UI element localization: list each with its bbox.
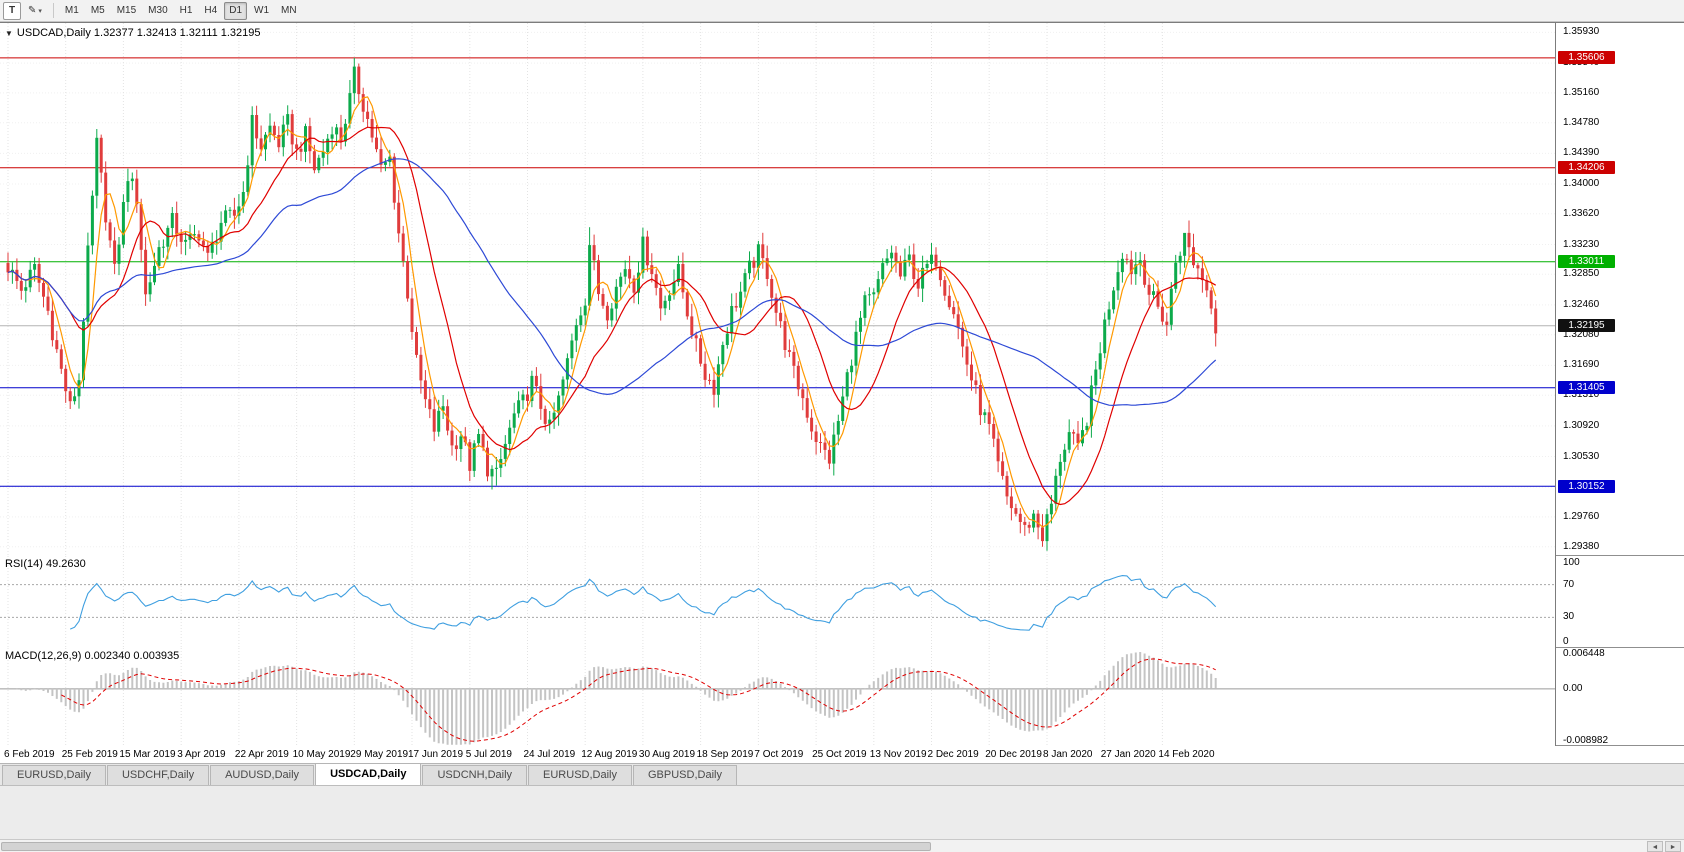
price-tick: 1.29760 xyxy=(1563,510,1600,522)
chart-title-text: USDCAD,Daily 1.32377 1.32413 1.32111 1.3… xyxy=(16,27,261,39)
date-axis[interactable]: 6 Feb 2019 25 Feb 2019 15 Mar 2019 3 Apr 20… xyxy=(0,746,1684,764)
price-tick: 1.33620 xyxy=(1563,207,1600,219)
draw-tool-button[interactable]: ✎ ▾ xyxy=(23,2,47,20)
scroll-right-button[interactable]: ► xyxy=(1665,841,1681,852)
price-tick: 1.30530 xyxy=(1563,450,1600,462)
price-level-badge: 1.30152 xyxy=(1558,479,1615,493)
date-label: 3 Apr 2019 xyxy=(177,749,226,760)
timeframe-button-m30[interactable]: M30 xyxy=(148,5,168,16)
timeframe-button-w1[interactable]: W1 xyxy=(254,5,270,16)
scrollbar-thumb[interactable] xyxy=(1,842,931,851)
price-chart-canvas[interactable] xyxy=(0,23,1556,557)
macd-tick: -0.008982 xyxy=(1563,735,1609,746)
macd-tick: 0.006448 xyxy=(1563,648,1605,659)
collapse-triangle-icon[interactable]: ▼ xyxy=(5,28,13,38)
toolbar: T ✎ ▾ M1 M5 M15 M30 H1 H4 D1 W1 MN xyxy=(0,0,1684,22)
timeframe-button-h4[interactable]: H4 xyxy=(204,5,218,16)
date-label: 27 Jan 2020 xyxy=(1100,749,1156,760)
timeframe-button-m15[interactable]: M15 xyxy=(116,5,137,16)
chart-tab-eurusd-daily[interactable]: EURUSD,Daily xyxy=(528,765,632,785)
price-level-badge: 1.35606 xyxy=(1558,51,1615,65)
macd-canvas[interactable] xyxy=(0,648,1556,746)
chart-tabs: EURUSD,Daily USDCHF,Daily AUDUSD,Daily USDC… xyxy=(0,763,1684,786)
price-tick: 1.32850 xyxy=(1563,268,1600,280)
date-label: 12 Aug 2019 xyxy=(581,749,638,760)
rsi-label: RSI(14) 49.2630 xyxy=(5,558,86,570)
timeframe-buttons: M1 M5 M15 M30 H1 H4 D1 W1 MN xyxy=(60,1,302,20)
date-label: 29 May 2019 xyxy=(350,749,409,760)
chart-tab-gbpusd-daily[interactable]: GBPUSD,Daily xyxy=(633,765,737,785)
rsi-tick: 0 xyxy=(1563,636,1569,647)
macd-panel: MACD(12,26,9) 0.002340 0.003935 0.006448… xyxy=(0,648,1684,746)
timeframe-button-mn[interactable]: MN xyxy=(281,5,297,16)
macd-label: MACD(12,26,9) 0.002340 0.003935 xyxy=(5,650,180,662)
rsi-tick: 30 xyxy=(1563,611,1575,623)
macd-tick: 0.00 xyxy=(1563,682,1583,694)
chart-tab-usdchf-daily[interactable]: USDCHF,Daily xyxy=(106,765,210,785)
date-label: 25 Oct 2019 xyxy=(812,749,867,760)
price-level-badge: 1.33011 xyxy=(1558,255,1615,269)
scroll-left-button[interactable]: ◄ xyxy=(1647,841,1663,852)
date-label: 6 Feb 2019 xyxy=(4,749,55,760)
price-level-badge: 1.34206 xyxy=(1558,161,1615,175)
price-tick: 1.29380 xyxy=(1563,540,1600,552)
price-tick: 1.32080 xyxy=(1563,328,1600,340)
current-price-badge: 1.32195 xyxy=(1558,319,1615,333)
date-label: 17 Jun 2019 xyxy=(408,749,464,760)
timeframe-button-m1[interactable]: M1 xyxy=(64,5,79,16)
price-tick: 1.34390 xyxy=(1563,147,1600,159)
rsi-canvas[interactable] xyxy=(0,556,1556,648)
rsi-panel: RSI(14) 49.2630 100 70 30 0 xyxy=(0,556,1684,648)
price-tick: 1.30920 xyxy=(1563,419,1600,431)
chart-tab-audusd-daily[interactable]: AUDUSD,Daily xyxy=(210,765,315,785)
date-label: 15 Mar 2019 xyxy=(119,749,176,760)
chart-title: ▼ USDCAD,Daily 1.32377 1.32413 1.32111 1… xyxy=(5,27,261,39)
price-tick: 1.32460 xyxy=(1563,298,1600,310)
price-tick: 1.35930 xyxy=(1563,26,1600,38)
toolbar-separator xyxy=(52,3,54,18)
price-tick: 1.33230 xyxy=(1563,238,1600,250)
price-tick: 1.34000 xyxy=(1563,178,1600,189)
date-label: 8 Jan 2020 xyxy=(1043,749,1093,760)
price-level-badge: 1.31405 xyxy=(1558,381,1615,395)
macd-axis[interactable]: 0.006448 0.00 -0.008982 xyxy=(1557,648,1684,746)
chart-tab-eurusd-daily[interactable]: EURUSD,Daily xyxy=(2,765,106,785)
price-chart-panel: ▼ USDCAD,Daily 1.32377 1.32413 1.32111 1… xyxy=(0,22,1684,557)
window-background xyxy=(0,786,1684,839)
price-tick: 1.34780 xyxy=(1563,116,1600,128)
date-label: 13 Nov 2019 xyxy=(869,749,927,760)
chart-template-button[interactable]: T xyxy=(3,1,21,20)
price-tick: 1.35160 xyxy=(1563,86,1600,98)
date-label: 30 Aug 2019 xyxy=(638,749,696,760)
timeframe-button-h1[interactable]: H1 xyxy=(179,5,193,16)
pencil-icon: ✎ xyxy=(28,5,37,16)
date-label: 25 Feb 2019 xyxy=(61,749,118,760)
timeframe-button-m5[interactable]: M5 xyxy=(90,5,105,16)
rsi-axis[interactable]: 100 70 30 0 xyxy=(1557,556,1684,647)
date-label: 5 Jul 2019 xyxy=(465,749,512,760)
date-label: 20 Dec 2019 xyxy=(985,749,1042,760)
chart-tab-usdcnh-daily[interactable]: USDCNH,Daily xyxy=(422,765,528,785)
date-label: 7 Oct 2019 xyxy=(754,749,804,760)
rsi-tick: 100 xyxy=(1563,557,1580,568)
date-label: 2 Dec 2019 xyxy=(927,749,979,760)
price-tick: 1.31310 xyxy=(1563,389,1600,401)
date-label: 18 Sep 2019 xyxy=(696,749,754,760)
date-label: 22 Apr 2019 xyxy=(234,749,289,760)
chevron-down-icon: ▾ xyxy=(38,7,42,15)
horizontal-scrollbar[interactable]: ◄ ► xyxy=(0,839,1684,852)
rsi-tick: 70 xyxy=(1563,578,1575,590)
price-tick: 1.31690 xyxy=(1563,359,1600,371)
price-axis[interactable]: 1.359301.355401.351601.347801.343901.340… xyxy=(1557,23,1684,555)
date-label: 10 May 2019 xyxy=(292,749,351,760)
date-label: 14 Feb 2020 xyxy=(1158,749,1215,760)
date-label: 24 Jul 2019 xyxy=(523,749,576,760)
timeframe-button-d1[interactable]: D1 xyxy=(224,1,248,20)
chart-tab-usdcad-daily[interactable]: USDCAD,Daily xyxy=(315,763,422,785)
scrollbar-arrows: ◄ ► xyxy=(1647,841,1681,852)
